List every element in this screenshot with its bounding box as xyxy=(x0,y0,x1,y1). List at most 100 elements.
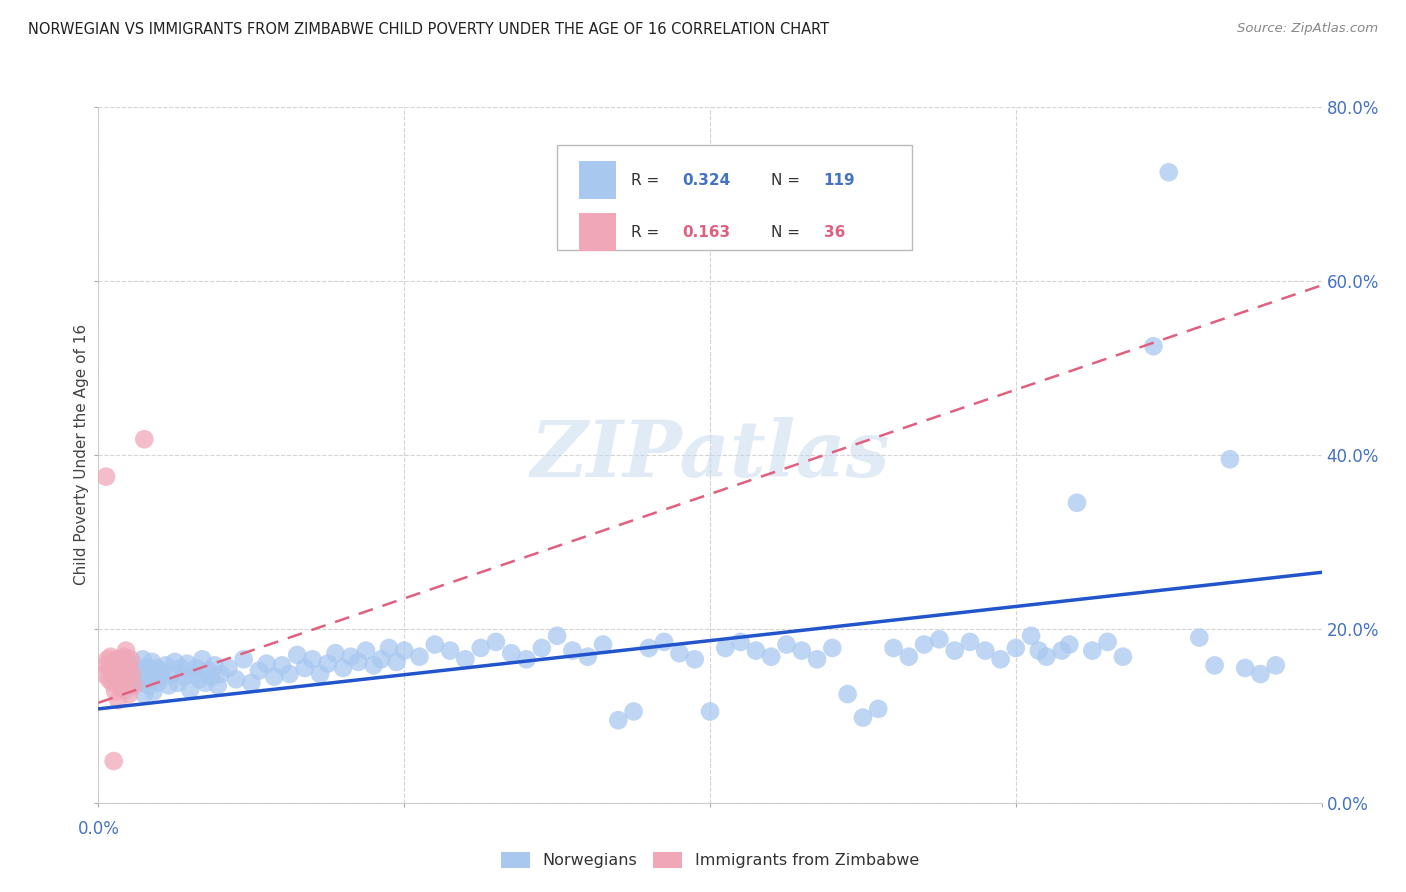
Point xyxy=(105,652,128,666)
Point xyxy=(101,664,124,678)
Point xyxy=(115,664,138,678)
Point xyxy=(105,664,128,678)
Point xyxy=(294,661,316,675)
Point xyxy=(240,675,263,690)
Text: 119: 119 xyxy=(824,172,855,187)
Point xyxy=(1066,496,1088,510)
Point xyxy=(1028,643,1050,657)
Point xyxy=(883,640,905,655)
Point xyxy=(217,661,239,675)
Point xyxy=(576,649,599,664)
Point xyxy=(94,469,117,483)
Point xyxy=(111,652,134,666)
Point xyxy=(1157,165,1180,179)
Point xyxy=(188,673,211,687)
Point xyxy=(943,643,966,657)
Point xyxy=(157,678,180,692)
Point xyxy=(163,655,186,669)
Point xyxy=(592,638,614,652)
Point xyxy=(385,655,408,669)
Point xyxy=(316,657,339,671)
Point xyxy=(120,652,142,666)
Point xyxy=(105,673,128,687)
Point xyxy=(200,670,222,684)
Point xyxy=(103,754,125,768)
Point xyxy=(1219,452,1241,467)
Point xyxy=(607,713,630,727)
Text: N =: N = xyxy=(772,225,806,240)
FancyBboxPatch shape xyxy=(557,145,912,250)
Point xyxy=(136,661,159,675)
Point xyxy=(122,665,145,680)
Point xyxy=(270,658,292,673)
Point xyxy=(1059,638,1081,652)
Legend: Norwegians, Immigrants from Zimbabwe: Norwegians, Immigrants from Zimbabwe xyxy=(495,846,925,875)
Point xyxy=(181,667,204,681)
Point xyxy=(1112,649,1135,664)
Point xyxy=(98,673,121,687)
Point xyxy=(561,643,583,657)
Text: NORWEGIAN VS IMMIGRANTS FROM ZIMBABWE CHILD POVERTY UNDER THE AGE OF 16 CORRELAT: NORWEGIAN VS IMMIGRANTS FROM ZIMBABWE CH… xyxy=(28,22,830,37)
Bar xyxy=(579,213,616,252)
Point xyxy=(439,643,461,657)
Point xyxy=(837,687,859,701)
Bar xyxy=(579,161,616,199)
Point xyxy=(256,657,278,671)
Point xyxy=(107,664,129,678)
Point xyxy=(454,652,477,666)
Point xyxy=(263,670,285,684)
Point xyxy=(714,640,737,655)
Point xyxy=(1204,658,1226,673)
Point xyxy=(247,664,270,678)
Point xyxy=(1050,643,1073,657)
Point xyxy=(1249,667,1271,681)
Point xyxy=(868,702,890,716)
Point xyxy=(225,673,247,687)
Point xyxy=(1142,339,1164,353)
Point xyxy=(485,635,508,649)
Point xyxy=(138,678,160,692)
Point xyxy=(125,674,148,689)
Text: 0.324: 0.324 xyxy=(682,172,730,187)
Point xyxy=(683,652,706,666)
Y-axis label: Child Poverty Under the Age of 16: Child Poverty Under the Age of 16 xyxy=(73,325,89,585)
Text: R =: R = xyxy=(630,225,664,240)
Point xyxy=(1234,661,1257,675)
Point xyxy=(104,661,127,675)
Point xyxy=(974,643,997,657)
Text: 36: 36 xyxy=(824,225,845,240)
Point xyxy=(232,652,254,666)
Point xyxy=(111,673,134,687)
Point xyxy=(1097,635,1119,649)
Point xyxy=(179,682,201,697)
Point xyxy=(94,658,117,673)
Point xyxy=(132,652,155,666)
Point xyxy=(912,638,935,652)
Point xyxy=(745,643,768,657)
Point xyxy=(176,657,198,671)
Point xyxy=(121,678,143,692)
Point xyxy=(897,649,920,664)
Point xyxy=(143,670,166,684)
Point xyxy=(134,687,156,701)
Point xyxy=(699,705,721,719)
Point xyxy=(959,635,981,649)
Point xyxy=(142,684,165,698)
Point xyxy=(111,661,134,675)
Point xyxy=(110,675,132,690)
Point xyxy=(108,657,131,671)
Point xyxy=(668,646,690,660)
Point xyxy=(207,678,229,692)
Point xyxy=(146,675,169,690)
Point xyxy=(103,667,125,681)
Point xyxy=(107,675,129,690)
Point xyxy=(1035,649,1057,664)
Point xyxy=(209,667,232,681)
Point xyxy=(339,649,361,664)
Point xyxy=(285,648,308,662)
Point xyxy=(852,710,875,724)
Point xyxy=(112,649,135,664)
Point xyxy=(354,643,377,657)
Point xyxy=(134,432,156,446)
Point xyxy=(423,638,446,652)
